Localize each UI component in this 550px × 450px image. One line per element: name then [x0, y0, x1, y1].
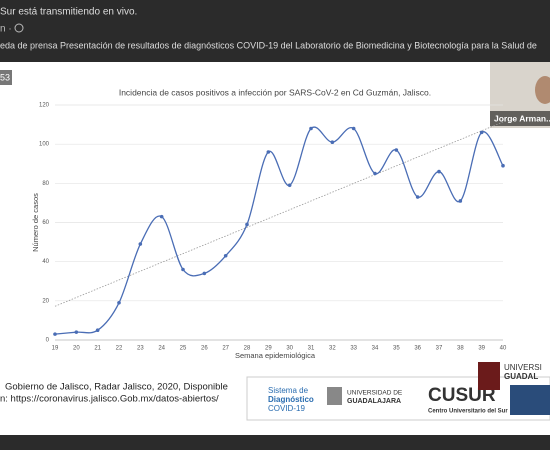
- x-tick-label: 34: [372, 346, 379, 352]
- data-point: [309, 126, 313, 131]
- data-point: [501, 163, 505, 168]
- stream-status: Sur está transmitiendo en vivo.: [0, 7, 137, 18]
- data-point: [117, 300, 121, 305]
- globe-icon: [14, 23, 24, 33]
- x-tick-label: 25: [180, 346, 187, 352]
- stream-title: eda de prensa Presentación de resultados…: [0, 40, 537, 50]
- x-tick-label: 33: [350, 346, 357, 352]
- data-point: [223, 253, 228, 258]
- y-tick-label: 60: [42, 220, 49, 226]
- data-point: [437, 169, 441, 174]
- data-point: [181, 267, 185, 272]
- data-point: [479, 130, 484, 135]
- y-tick-label: 40: [42, 259, 49, 265]
- participant-face: [535, 76, 550, 104]
- x-axis-label: Semana epidemiológica: [235, 351, 316, 360]
- badge: [0, 70, 12, 85]
- data-point: [373, 171, 377, 176]
- x-tick-label: 19: [52, 346, 59, 352]
- logo-badge: [510, 385, 550, 415]
- logo-text: Centro Universitario del Sur: [428, 409, 508, 415]
- name-bar: [490, 111, 550, 126]
- data-point: [159, 214, 164, 219]
- chart: Incidencia de casos positivos a infecció…: [31, 87, 507, 360]
- logo-text: UNIVERSIDAD DE: [347, 390, 403, 397]
- logo-text: GUADALAJARA: [347, 398, 401, 405]
- data-point: [138, 242, 143, 246]
- source-line: n: https://coronavirus.jalisco.Gob.mx/da…: [0, 394, 219, 405]
- x-tick-label: 32: [329, 346, 336, 352]
- logo-text: COVID-19: [268, 404, 305, 413]
- udg-shield: [478, 362, 500, 390]
- data-line: [54, 126, 504, 335]
- data-point: [458, 199, 463, 203]
- x-tick-label: 20: [73, 346, 80, 352]
- participant-name: Jorge Arman...: [494, 113, 550, 123]
- x-tick-label: 21: [94, 346, 101, 352]
- data-point: [394, 148, 399, 152]
- x-tick-label: 37: [436, 346, 443, 352]
- data-point: [330, 140, 335, 145]
- x-tick-label: 24: [158, 346, 165, 352]
- x-tick-label: 27: [222, 346, 229, 352]
- y-tick-label: 20: [42, 298, 49, 304]
- x-tick-label: 30: [286, 346, 293, 352]
- logo-text: GUADAL: [504, 372, 538, 381]
- y-tick-label: 120: [39, 103, 50, 109]
- x-tick-label: 22: [116, 346, 123, 352]
- x-tick-label: 35: [393, 346, 400, 352]
- source-line: Gobierno de Jalisco, Radar Jalisco, 2020…: [5, 382, 228, 393]
- stream-meta: n ·: [0, 24, 12, 35]
- data-point: [266, 150, 271, 154]
- data-point: [245, 222, 249, 227]
- x-tick-label: 23: [137, 346, 144, 352]
- x-tick-label: 40: [500, 346, 507, 352]
- y-tick-label: 0: [46, 338, 50, 344]
- x-tick-label: 36: [414, 346, 421, 352]
- x-tick-label: 29: [265, 346, 272, 352]
- data-point: [95, 328, 100, 333]
- data-point: [74, 330, 79, 334]
- data-point: [415, 195, 420, 199]
- chart-title: Incidencia de casos positivos a infecció…: [119, 87, 431, 97]
- data-point: [351, 126, 356, 131]
- x-tick-label: 31: [308, 346, 315, 352]
- badge-text: 53: [0, 72, 10, 82]
- logo-text: UNIVERSI: [504, 363, 542, 372]
- logo-text: Diagnóstico: [268, 395, 314, 404]
- data-point: [287, 183, 292, 188]
- y-axis-label: Número de casos: [31, 193, 40, 252]
- logo-text: CUSUR: [428, 385, 496, 406]
- data-point: [202, 271, 207, 276]
- slide: [0, 62, 550, 435]
- data-point: [53, 332, 57, 336]
- logo-text: Sistema de: [268, 386, 309, 395]
- x-tick-label: 28: [244, 346, 251, 352]
- x-tick-label: 39: [478, 346, 485, 352]
- x-tick-label: 38: [457, 346, 464, 352]
- y-tick-label: 80: [42, 181, 49, 187]
- udg-shield: [327, 387, 342, 405]
- x-tick-label: 26: [201, 346, 208, 352]
- y-tick-label: 100: [39, 142, 50, 148]
